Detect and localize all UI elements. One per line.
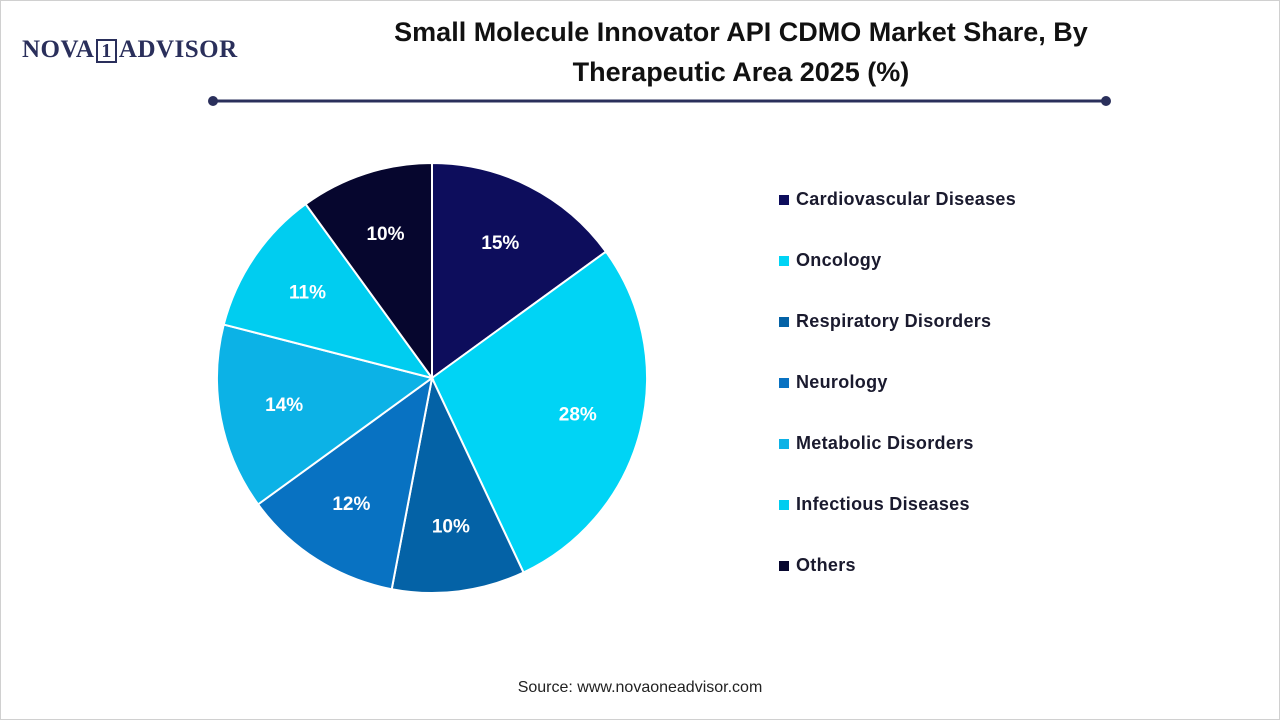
legend-swatch xyxy=(779,439,789,449)
pie-slice xyxy=(256,375,434,591)
legend-swatch xyxy=(779,195,789,205)
logo-text: ADVISOR xyxy=(118,36,238,63)
pie-slice xyxy=(390,374,525,594)
value-label: 14% xyxy=(265,395,303,416)
value-label: 12% xyxy=(332,494,370,515)
value-label: 28% xyxy=(559,404,597,425)
value-label: 15% xyxy=(481,233,519,254)
divider-dot xyxy=(208,96,218,106)
legend-label: Others xyxy=(796,555,856,575)
legend-label: Oncology xyxy=(796,250,881,270)
legend-label: Neurology xyxy=(796,372,888,392)
legend-swatch xyxy=(779,561,789,571)
logo-text: NOVA xyxy=(22,36,95,63)
legend-label: Metabolic Disorders xyxy=(796,433,974,453)
pie-slice xyxy=(304,161,433,382)
value-label: 10% xyxy=(366,224,404,245)
legend-swatch xyxy=(779,256,789,266)
value-label: 10% xyxy=(432,516,470,537)
pie-slice xyxy=(430,250,648,574)
legend-label: Respiratory Disorders xyxy=(796,311,991,331)
value-label: 11% xyxy=(289,282,326,303)
pie-slice xyxy=(222,202,435,380)
legend-swatch xyxy=(779,317,789,327)
source: Source: www.novaoneadvisor.com xyxy=(517,679,763,696)
chart-title: Small Molecule Innovator API CDMO Market… xyxy=(394,17,1088,87)
divider-dot xyxy=(1101,96,1111,106)
logo-mark: 1 xyxy=(96,39,117,63)
legend-label: Infectious Diseases xyxy=(796,494,970,514)
logo: NOVA 1 ADVISOR xyxy=(22,36,238,64)
legend-label: Cardiovascular Diseases xyxy=(796,189,1016,209)
pie-slice xyxy=(216,323,435,506)
pie-slice xyxy=(431,161,608,380)
legend-swatch xyxy=(779,378,789,388)
legend-swatch xyxy=(779,500,789,510)
